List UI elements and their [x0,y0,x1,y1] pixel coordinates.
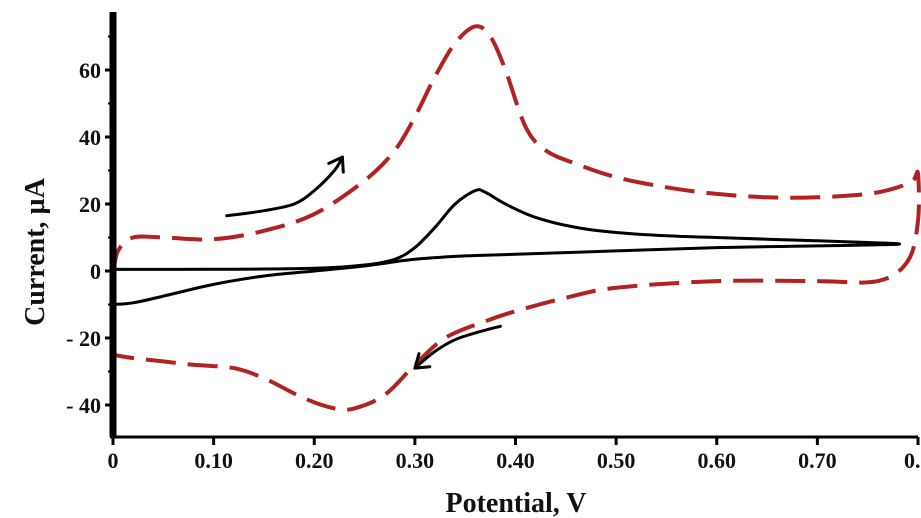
y-tick-label: 20 [79,192,101,217]
series-dashed-red-curve [111,24,921,412]
scan-direction-arrowhead [327,155,345,174]
y-tick-label: 60 [79,58,101,83]
scan-direction-arrow [225,155,344,218]
x-tick-label: 0.20 [295,448,334,473]
x-tick-label: 0.8 [904,448,921,473]
scan-direction-arrow [413,324,502,370]
plot-area [111,24,921,412]
y-axis-title: Current, µA [20,177,51,326]
x-tick-label: 0.40 [496,448,535,473]
x-axis: 0 0.10 0.20 0.30 0.40 0.50 0.60 0.70 0.8 [108,435,921,473]
series-solid-black-curve [111,188,902,306]
y-tick-label: 0 [90,259,101,284]
y-tick-label: - 20 [66,326,101,351]
x-tick-label: 0 [108,448,119,473]
x-tick-label: 0.30 [396,448,435,473]
x-tick-label: 0.10 [194,448,233,473]
x-axis-title: Potential, V [445,488,586,518]
x-tick-label: 0.70 [798,448,837,473]
x-tick-label: 0.60 [698,448,737,473]
scan-direction-arrowhead [413,352,432,370]
x-tick-label: 0.50 [597,448,636,473]
y-tick-label: 40 [79,125,101,150]
y-tick-label: - 40 [66,393,101,418]
y-axis: 60 40 20 0 - 20 - 40 [66,12,117,437]
